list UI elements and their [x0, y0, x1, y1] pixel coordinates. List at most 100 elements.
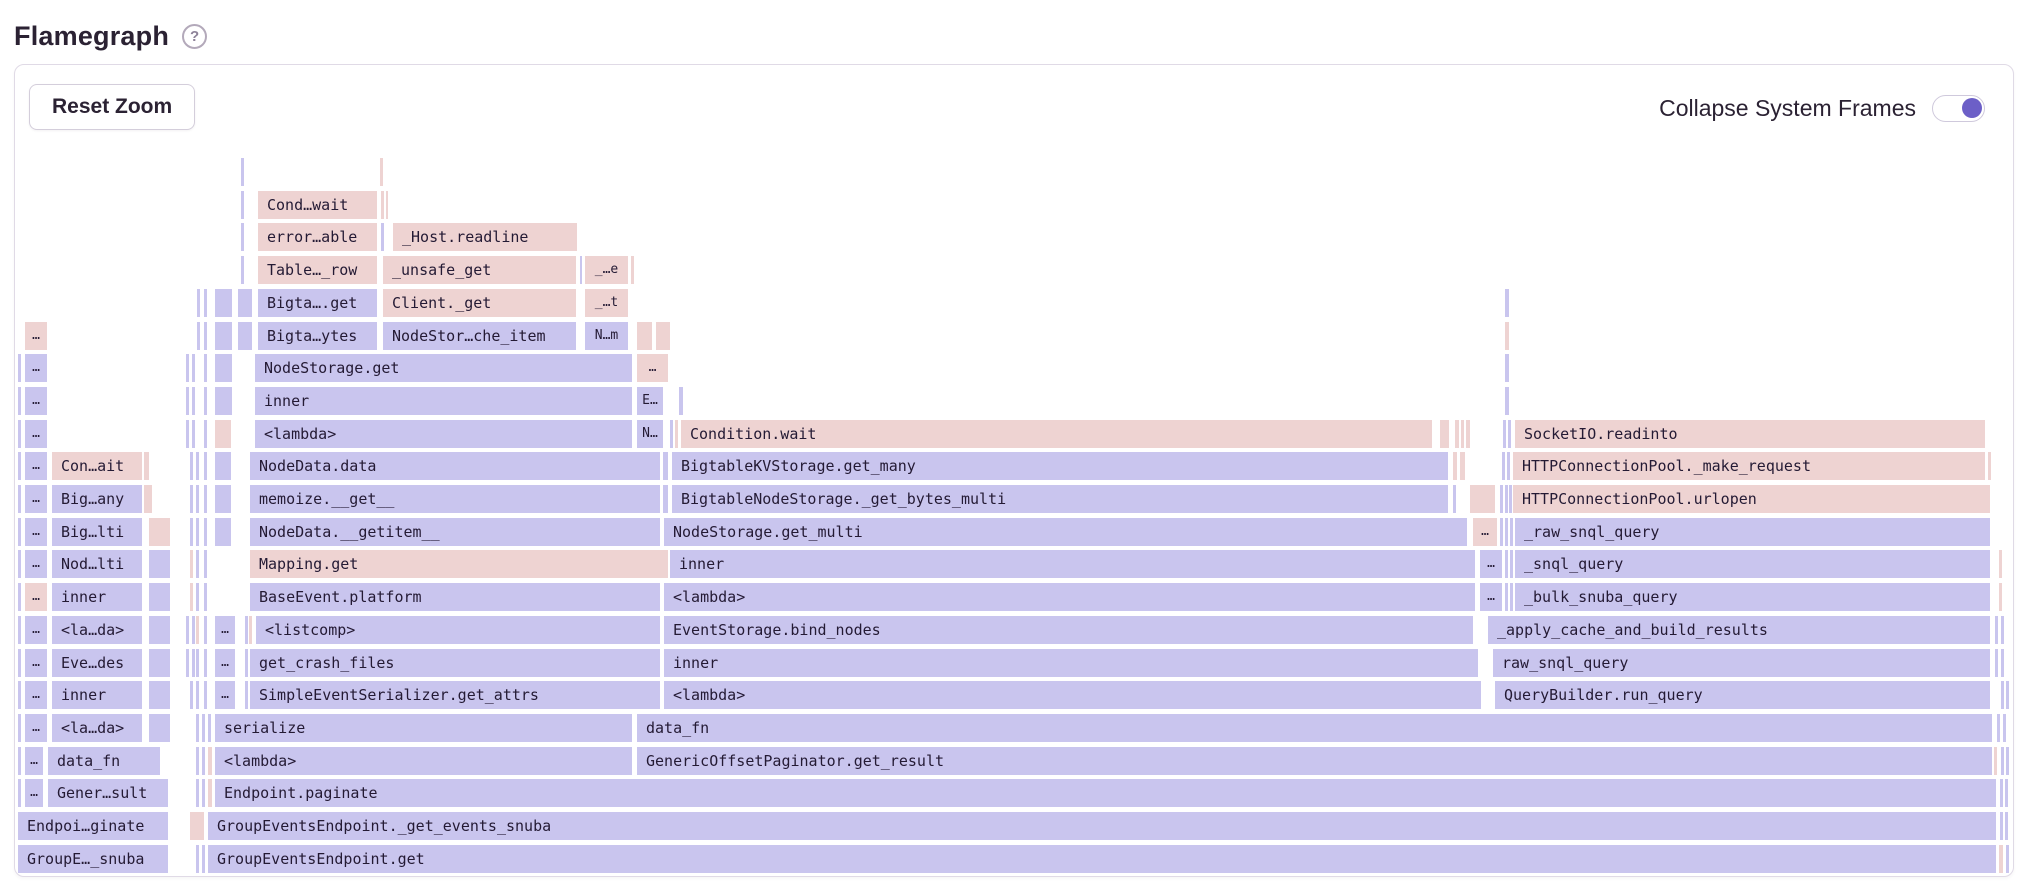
flame-frame-sliver[interactable]	[1502, 452, 1505, 480]
flame-frame-sliver[interactable]	[149, 649, 170, 677]
flame-frame-sliver[interactable]	[241, 256, 244, 284]
flame-frame-sliver[interactable]	[637, 322, 652, 350]
flame-frame-sliver[interactable]	[196, 649, 199, 677]
flame-frame-sliver[interactable]	[679, 387, 683, 415]
flame-frame[interactable]: NodeStor…che_item	[383, 322, 576, 350]
flame-frame[interactable]: inner	[52, 583, 142, 611]
flame-frame-sliver[interactable]	[1507, 452, 1510, 480]
flame-frame[interactable]: Bigta…ytes	[258, 322, 377, 350]
flame-frame-sliver[interactable]	[149, 616, 170, 644]
flame-frame-sliver[interactable]	[245, 681, 248, 709]
flame-frame-sliver[interactable]	[149, 550, 170, 578]
flame-frame-sliver[interactable]	[245, 616, 248, 644]
flame-frame-sliver[interactable]	[1505, 485, 1508, 513]
flame-frame-sliver[interactable]	[190, 583, 193, 611]
flame-frame-sliver[interactable]	[241, 191, 244, 219]
flame-frame-sliver[interactable]	[18, 452, 21, 480]
flame-frame-sliver[interactable]	[238, 289, 252, 317]
flame-frame-sliver[interactable]	[245, 649, 248, 677]
flame-frame-sliver[interactable]	[381, 223, 384, 251]
flame-frame[interactable]: Nod…lti	[52, 550, 142, 578]
flame-frame-sliver[interactable]	[1509, 485, 1512, 513]
flame-frame[interactable]: GroupEventsEndpoint.get	[208, 845, 1996, 873]
flame-frame[interactable]: <listcomp>	[256, 616, 660, 644]
flame-frame-sliver[interactable]	[204, 485, 207, 513]
flame-frame[interactable]: _apply_cache_and_build_results	[1488, 616, 1990, 644]
flame-frame-sliver[interactable]	[204, 616, 207, 644]
flame-frame[interactable]: _unsafe_get	[383, 256, 576, 284]
flame-frame-sliver[interactable]	[204, 387, 207, 415]
flame-frame[interactable]: <lambda>	[255, 420, 632, 448]
flame-frame-sliver[interactable]	[18, 714, 21, 742]
flame-frame[interactable]: <lambda>	[215, 747, 632, 775]
flame-frame[interactable]: BaseEvent.platform	[250, 583, 660, 611]
flame-frame-sliver[interactable]	[18, 616, 21, 644]
flame-frame-sliver[interactable]	[208, 779, 212, 807]
flame-frame[interactable]: …	[25, 681, 47, 709]
reset-zoom-button[interactable]: Reset Zoom	[29, 84, 196, 130]
flame-frame-sliver[interactable]	[197, 289, 200, 317]
flame-frame[interactable]: …	[25, 747, 43, 775]
flame-frame-sliver[interactable]	[381, 191, 384, 219]
flame-frame-sliver[interactable]	[202, 747, 205, 775]
flame-frame-sliver[interactable]	[196, 616, 199, 644]
flame-frame[interactable]: Table…_row	[258, 256, 377, 284]
flame-frame[interactable]: …	[25, 354, 47, 382]
flame-frame-sliver[interactable]	[149, 681, 170, 709]
flame-frame[interactable]: Mapping.get	[250, 550, 668, 578]
flame-frame-sliver[interactable]	[196, 518, 199, 546]
flame-frame-sliver[interactable]	[144, 485, 152, 513]
flame-frame-sliver[interactable]	[204, 518, 207, 546]
flame-frame[interactable]: …	[25, 649, 47, 677]
flame-frame[interactable]: Big…any	[52, 485, 142, 513]
flame-frame[interactable]: …	[1480, 550, 1502, 578]
flame-frame-sliver[interactable]	[670, 420, 673, 448]
flame-frame-sliver[interactable]	[2000, 779, 2003, 807]
flame-frame-sliver[interactable]	[1994, 747, 1997, 775]
flame-frame[interactable]: _raw_snql_query	[1515, 518, 1990, 546]
flame-frame-sliver[interactable]	[663, 485, 668, 513]
flame-frame[interactable]: HTTPConnectionPool.urlopen	[1513, 485, 1990, 513]
flame-frame-sliver[interactable]	[215, 387, 232, 415]
flame-frame-sliver[interactable]	[186, 354, 189, 382]
flame-frame[interactable]: …	[25, 714, 47, 742]
flame-frame-sliver[interactable]	[1510, 550, 1513, 578]
flame-frame-sliver[interactable]	[18, 649, 21, 677]
flame-frame-sliver[interactable]	[1999, 550, 2002, 578]
flame-frame-sliver[interactable]	[192, 354, 195, 382]
flame-frame[interactable]: NodeStorage.get	[255, 354, 632, 382]
flame-frame-sliver[interactable]	[380, 158, 383, 186]
flame-frame-sliver[interactable]	[202, 714, 205, 742]
flame-frame-sliver[interactable]	[215, 485, 231, 513]
flame-frame-sliver[interactable]	[149, 583, 170, 611]
flame-frame-sliver[interactable]	[2001, 747, 2004, 775]
flame-frame-sliver[interactable]	[1500, 518, 1503, 546]
flame-frame-sliver[interactable]	[208, 714, 211, 742]
flame-frame[interactable]: N…m	[585, 322, 628, 350]
flame-frame-sliver[interactable]	[249, 616, 252, 644]
flame-frame[interactable]: data_fn	[637, 714, 1992, 742]
flame-frame[interactable]: _Host.readline	[393, 223, 577, 251]
flame-frame[interactable]: BigtableNodeStorage._get_bytes_multi	[672, 485, 1448, 513]
flame-frame-sliver[interactable]	[204, 289, 207, 317]
flame-frame-sliver[interactable]	[2003, 714, 2006, 742]
flame-frame[interactable]: …	[637, 354, 668, 382]
flame-frame[interactable]: NodeData.data	[250, 452, 660, 480]
flame-frame[interactable]: E…	[637, 387, 663, 415]
flame-frame[interactable]: <la…da>	[52, 616, 142, 644]
flame-frame-sliver[interactable]	[1999, 845, 2003, 873]
flame-frame-sliver[interactable]	[196, 747, 199, 775]
flame-frame[interactable]: …	[25, 779, 43, 807]
flame-frame-sliver[interactable]	[1510, 583, 1513, 611]
flame-frame-sliver[interactable]	[238, 322, 252, 350]
flame-frame[interactable]: Eve…des	[52, 649, 142, 677]
flame-frame[interactable]: get_crash_files	[250, 649, 660, 677]
flame-frame[interactable]: …	[1480, 583, 1502, 611]
flame-frame[interactable]: BigtableKVStorage.get_many	[672, 452, 1448, 480]
flame-frame-sliver[interactable]	[204, 550, 207, 578]
flame-frame-sliver[interactable]	[192, 387, 195, 415]
flame-frame[interactable]: inner	[52, 681, 142, 709]
collapse-system-frames-toggle[interactable]	[1932, 95, 1985, 122]
flame-frame-sliver[interactable]	[186, 420, 189, 448]
flame-frame[interactable]: GroupEventsEndpoint._get_events_snuba	[208, 812, 1996, 840]
